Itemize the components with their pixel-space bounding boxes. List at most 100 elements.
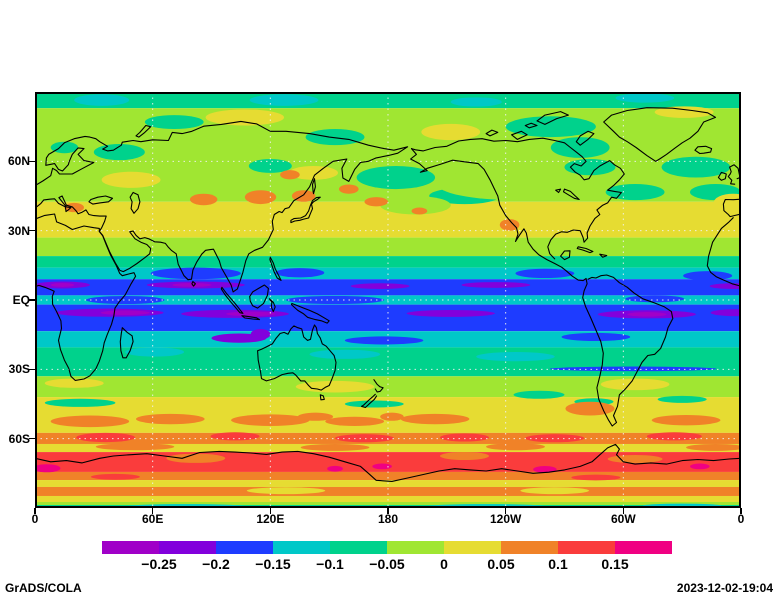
- anomaly-patch: [344, 400, 404, 408]
- map-frame: [35, 92, 741, 508]
- lat-axis-label: 60N: [7, 154, 30, 169]
- lat-axis-tick: [29, 299, 35, 301]
- anomaly-patch: [561, 332, 631, 342]
- anomaly-patch: [515, 268, 575, 279]
- coastline: [575, 130, 595, 146]
- lon-axis-label: 60W: [610, 512, 636, 526]
- anomaly-patch: [231, 414, 310, 426]
- anomaly-patch: [95, 443, 175, 451]
- anomaly-patch: [710, 309, 741, 317]
- anomaly-patch: [450, 97, 502, 107]
- lat-axis-label: 30S: [8, 362, 30, 377]
- colorbar-label: −0.1: [316, 556, 344, 572]
- anomaly-patch: [50, 141, 79, 154]
- colorbar-label: −0.05: [369, 556, 405, 572]
- zonal-band: [35, 376, 741, 398]
- colorbar: [102, 541, 672, 554]
- grads-credit-text: GrADS/COLA: [5, 581, 82, 595]
- lon-axis-label: 180: [377, 512, 399, 526]
- coastline: [191, 280, 196, 287]
- colorbar-segment: [102, 541, 159, 554]
- timestamp-text: 2023-12-02-19:04: [676, 581, 773, 595]
- colorbar-label: 0.15: [601, 556, 629, 572]
- coastline: [722, 198, 741, 218]
- coastline: [562, 188, 580, 201]
- coastline: [694, 145, 713, 155]
- anomaly-patch: [210, 432, 260, 441]
- colorbar-segment: [444, 541, 501, 554]
- anomaly-patch: [486, 443, 545, 451]
- anomaly-patch: [335, 434, 394, 443]
- coastline: [536, 111, 569, 125]
- anomaly-patch: [476, 352, 555, 362]
- coastline: [410, 137, 625, 260]
- colorbar-label: −0.15: [255, 556, 291, 572]
- coastline: [717, 171, 727, 181]
- anomaly-patch: [226, 311, 276, 317]
- anomaly-patch: [564, 159, 616, 176]
- coastline: [373, 379, 384, 393]
- anomaly-patch: [85, 295, 165, 305]
- anomaly-patch: [683, 271, 733, 281]
- anomaly-patch: [280, 170, 300, 180]
- anomaly-patch: [600, 378, 670, 391]
- coastline: [268, 298, 276, 313]
- lon-axis-tick: [740, 508, 742, 514]
- coastline: [129, 191, 141, 214]
- anomaly-patch: [646, 432, 702, 441]
- zonal-band: [35, 471, 741, 481]
- anomaly-patch: [565, 401, 615, 416]
- coastline: [410, 148, 674, 427]
- anomaly-patch: [686, 443, 741, 451]
- coastline: [35, 443, 741, 482]
- anomaly-patch: [286, 295, 385, 305]
- zonal-band: [35, 486, 741, 496]
- anomaly-patch: [64, 202, 85, 213]
- anomaly-patch: [44, 398, 116, 407]
- anomaly-patch: [249, 94, 319, 106]
- anomaly-patch: [93, 144, 145, 161]
- colorbar-segment: [216, 541, 273, 554]
- coastline: [511, 130, 528, 140]
- coastline: [603, 107, 717, 162]
- lon-axis-tick: [387, 508, 389, 514]
- world-map-panel: [35, 92, 741, 508]
- colorbar-label: 0.1: [548, 556, 568, 572]
- coastline: [524, 122, 538, 129]
- anomaly-patch: [657, 395, 707, 403]
- coastline: [249, 284, 269, 309]
- colorbar-label: 0: [440, 556, 448, 572]
- anomaly-patch: [172, 283, 212, 287]
- coastline: [269, 256, 282, 281]
- zonal-band: [35, 443, 741, 453]
- lon-axis-tick: [622, 508, 625, 514]
- anomaly-patch: [505, 116, 596, 138]
- zonal-band: [35, 501, 741, 505]
- colorbar-segment: [159, 541, 216, 554]
- coastline: [135, 124, 152, 138]
- colorbar-segment: [558, 541, 615, 554]
- anomaly-patch: [244, 190, 277, 205]
- lon-axis-label: 60E: [141, 512, 164, 526]
- anomaly-patch: [439, 451, 489, 461]
- anomaly-patch: [627, 312, 667, 317]
- anomaly-patch: [50, 283, 75, 287]
- anomaly-patch: [44, 378, 104, 388]
- coastline: [35, 213, 137, 381]
- anomaly-patch: [499, 219, 520, 231]
- lon-axis-label: 120W: [489, 512, 522, 526]
- anomaly-patch: [305, 128, 365, 146]
- anomaly-patch: [50, 415, 130, 428]
- anomaly-patch: [380, 196, 451, 215]
- anomaly-patch: [713, 193, 741, 213]
- lon-axis-label: 120E: [256, 512, 285, 526]
- coastline: [119, 327, 134, 359]
- anomaly-patch: [661, 156, 731, 178]
- lon-axis-label: 0: [737, 512, 745, 526]
- anomaly-patch: [150, 267, 241, 280]
- anomaly-patch: [690, 463, 710, 470]
- anomaly-patch: [380, 412, 404, 421]
- anomaly-patch: [571, 474, 621, 481]
- lat-axis-tick: [29, 160, 35, 163]
